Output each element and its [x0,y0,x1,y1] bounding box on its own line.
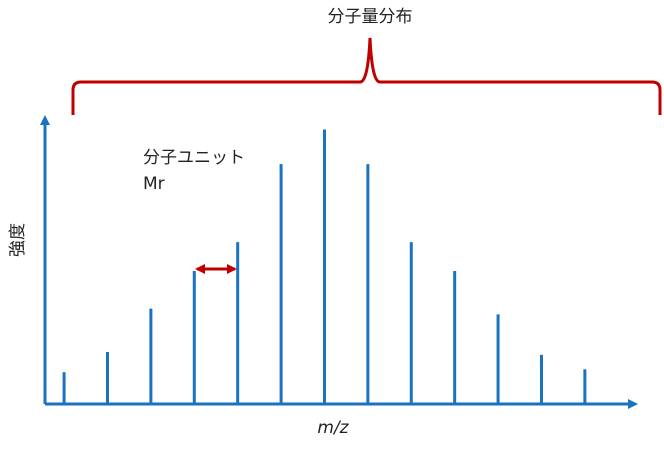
annotation: 分子ユニット [143,148,245,168]
x-axis-label: m/z [317,418,349,438]
brace [71,37,662,115]
title: 分子量分布 [328,7,413,27]
annotation: Mr [143,174,165,194]
y-axis-label: 強度 [8,223,28,257]
